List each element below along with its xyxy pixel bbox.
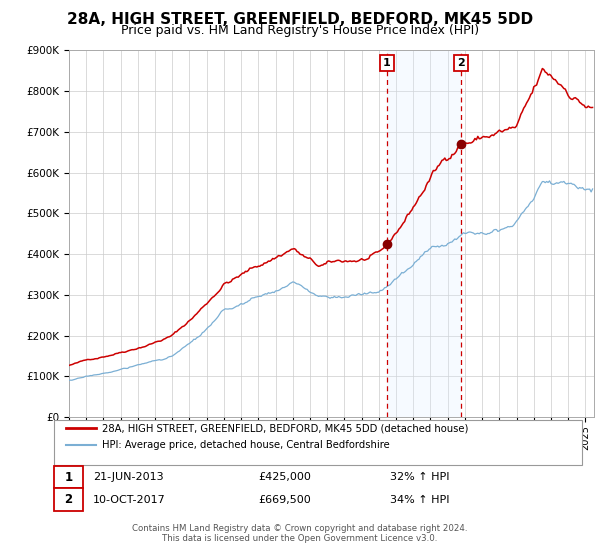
Text: 28A, HIGH STREET, GREENFIELD, BEDFORD, MK45 5DD (detached house): 28A, HIGH STREET, GREENFIELD, BEDFORD, M… — [102, 423, 469, 433]
Text: This data is licensed under the Open Government Licence v3.0.: This data is licensed under the Open Gov… — [163, 534, 437, 543]
Text: 34% ↑ HPI: 34% ↑ HPI — [390, 494, 449, 505]
Text: 28A, HIGH STREET, GREENFIELD, BEDFORD, MK45 5DD: 28A, HIGH STREET, GREENFIELD, BEDFORD, M… — [67, 12, 533, 27]
Text: 21-JUN-2013: 21-JUN-2013 — [93, 472, 164, 482]
Text: 2: 2 — [457, 58, 465, 68]
Text: HPI: Average price, detached house, Central Bedfordshire: HPI: Average price, detached house, Cent… — [102, 440, 390, 450]
Text: 32% ↑ HPI: 32% ↑ HPI — [390, 472, 449, 482]
Text: 2: 2 — [64, 493, 73, 506]
Text: Price paid vs. HM Land Registry's House Price Index (HPI): Price paid vs. HM Land Registry's House … — [121, 24, 479, 37]
Text: 10-OCT-2017: 10-OCT-2017 — [93, 494, 166, 505]
Bar — [387, 50, 461, 417]
Text: 1: 1 — [64, 470, 73, 484]
Text: Contains HM Land Registry data © Crown copyright and database right 2024.: Contains HM Land Registry data © Crown c… — [132, 524, 468, 533]
Text: 1: 1 — [383, 58, 391, 68]
Text: £669,500: £669,500 — [258, 494, 311, 505]
Text: £425,000: £425,000 — [258, 472, 311, 482]
